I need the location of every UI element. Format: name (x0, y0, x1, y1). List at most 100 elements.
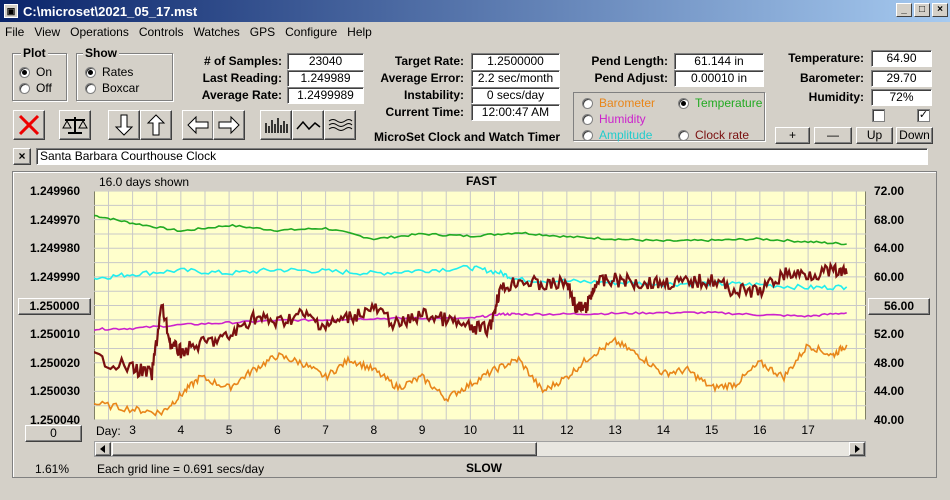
left-arrow-button[interactable] (182, 110, 214, 140)
center-sensor-button[interactable]: 56.00 (868, 298, 930, 315)
y-right-tick-label: 64.00 (874, 241, 905, 256)
line-graph-button[interactable] (292, 110, 324, 140)
app-icon[interactable]: ▣ (4, 4, 18, 18)
scroll-right-button[interactable] (849, 442, 865, 456)
maximize-button[interactable]: □ (914, 3, 930, 17)
balance-button[interactable] (59, 110, 91, 140)
scale-up-button[interactable]: Up (856, 127, 893, 144)
plot-off-label: Off (36, 81, 52, 95)
triangle-right-icon (855, 445, 860, 453)
wave-graph-button[interactable] (324, 110, 356, 140)
sensor-humidity-radio[interactable]: Humidity (582, 112, 646, 126)
pend-adjust-label: Pend Adjust: (594, 71, 668, 85)
radio-dot-icon (582, 113, 593, 125)
series-line-barometer (94, 336, 848, 417)
sensor-amplitude-radio[interactable]: Amplitude (582, 128, 652, 142)
temperature-label: Temperature: (788, 51, 864, 65)
radio-dot-icon (19, 66, 30, 78)
menu-configure[interactable]: Configure (285, 25, 338, 39)
show-rates-radio[interactable]: Rates (85, 65, 133, 79)
menu-gps[interactable]: GPS (249, 25, 276, 39)
center-rate-button[interactable]: 1.250000 (18, 298, 91, 315)
pend-length-label: Pend Length: (591, 54, 668, 68)
up-arrow-button[interactable] (140, 110, 172, 140)
y-right-tick-label: 40.00 (874, 413, 905, 427)
sensor-amplitude-label: Amplitude (599, 128, 653, 142)
humidity-label: Humidity: (808, 90, 864, 104)
scroll-thumb[interactable] (112, 442, 537, 456)
show-group-title: Show (83, 46, 119, 60)
sensor-temperature-radio[interactable]: Temperature (678, 96, 762, 110)
radio-dot-icon (678, 97, 689, 109)
show-group: Show Rates Boxcar (76, 46, 173, 101)
y-right-tick-label: 68.00 (874, 212, 905, 227)
average-rate-field: 1.2499989 (287, 87, 364, 104)
sensor-selector: Barometer Temperature Humidity Amplitude… (573, 92, 765, 142)
x-tick-label: 4 (177, 423, 185, 437)
y-left-tick-label: 1.249990 (30, 269, 81, 284)
last-reading-label: Last Reading: (202, 71, 282, 85)
days-shown-label: 16.0 days shown (99, 175, 190, 189)
scroll-left-button[interactable] (95, 442, 111, 456)
bar-graph-icon (265, 118, 288, 133)
window-title: C:\microset\2021_05_17.mst (23, 3, 198, 19)
slow-label: SLOW (466, 461, 502, 475)
x-tick-label: 17 (801, 423, 815, 437)
y-right-tick-label: 44.00 (874, 384, 905, 399)
menu-file[interactable]: File (5, 25, 25, 39)
stop-button[interactable] (13, 110, 45, 140)
clear-clock-button[interactable]: × (13, 148, 31, 165)
sensor-humidity-label: Humidity (599, 112, 646, 126)
x-tick-label: 7 (322, 423, 329, 437)
series-line-amplitude (94, 264, 848, 291)
show-boxcar-radio[interactable]: Boxcar (85, 81, 139, 95)
right-arrow-button[interactable] (213, 110, 245, 140)
samples-field: 23040 (287, 53, 364, 70)
y-left-tick-label: 1.250020 (30, 355, 81, 370)
barometer-label: Barometer: (799, 71, 864, 85)
x-tick-label: 8 (370, 423, 378, 437)
sensor-barometer-radio[interactable]: Barometer (582, 96, 655, 110)
fast-label: FAST (466, 174, 497, 188)
bar-graph-button[interactable] (260, 110, 292, 140)
menu-watches[interactable]: Watches (193, 25, 240, 39)
radio-dot-icon (85, 66, 96, 78)
minimize-button[interactable]: _ (896, 3, 912, 17)
current-time-field: 12:00:47 AM (471, 104, 560, 121)
plot-on-radio[interactable]: On (19, 65, 52, 79)
instability-label: Instability: (403, 88, 464, 102)
sensor-clock-rate-radio[interactable]: Clock rate (678, 128, 749, 142)
x-icon (18, 114, 40, 136)
menu-controls[interactable]: Controls (138, 25, 184, 39)
menu-bar: File View Operations Controls Watches GP… (0, 23, 950, 41)
menu-help[interactable]: Help (347, 25, 372, 39)
checkbox-2[interactable]: ✓ (917, 109, 930, 122)
clock-name-input[interactable]: Santa Barbara Courthouse Clock (36, 148, 928, 165)
close-button[interactable]: × (932, 3, 948, 17)
y-left-tick-label: 1.249980 (30, 241, 81, 256)
scale-plus-button[interactable]: + (775, 127, 810, 144)
x-tick-label: 16 (753, 423, 767, 437)
x-tick-label: 13 (608, 423, 622, 437)
pend-length-field: 61.144 in (674, 53, 764, 70)
menu-operations[interactable]: Operations (70, 25, 129, 39)
series-line-clock-rate (94, 260, 848, 381)
x-tick-label: 11 (512, 423, 525, 437)
y-right-tick-label: 60.00 (874, 269, 905, 284)
horizontal-scrollbar[interactable] (94, 441, 866, 457)
y-left-tick-label: 1.250030 (30, 384, 81, 399)
grid-note: Each grid line = 0.691 secs/day (97, 462, 265, 476)
down-arrow-button[interactable] (108, 110, 140, 140)
temperature-field: 64.90 (871, 50, 932, 67)
scale-down-button[interactable]: Down (896, 127, 933, 144)
x-tick-label: 14 (656, 423, 671, 437)
zero-button[interactable]: 0 (25, 425, 82, 442)
y-right-tick-label: 72.00 (874, 184, 905, 198)
scale-minus-button[interactable]: — (814, 127, 852, 144)
pend-adjust-field: 0.00010 in (674, 70, 764, 87)
plot-off-radio[interactable]: Off (19, 81, 52, 95)
y-right-tick-label: 52.00 (874, 327, 905, 342)
menu-view[interactable]: View (34, 25, 61, 39)
checkbox-1[interactable] (872, 109, 885, 122)
radio-dot-icon (19, 82, 30, 94)
